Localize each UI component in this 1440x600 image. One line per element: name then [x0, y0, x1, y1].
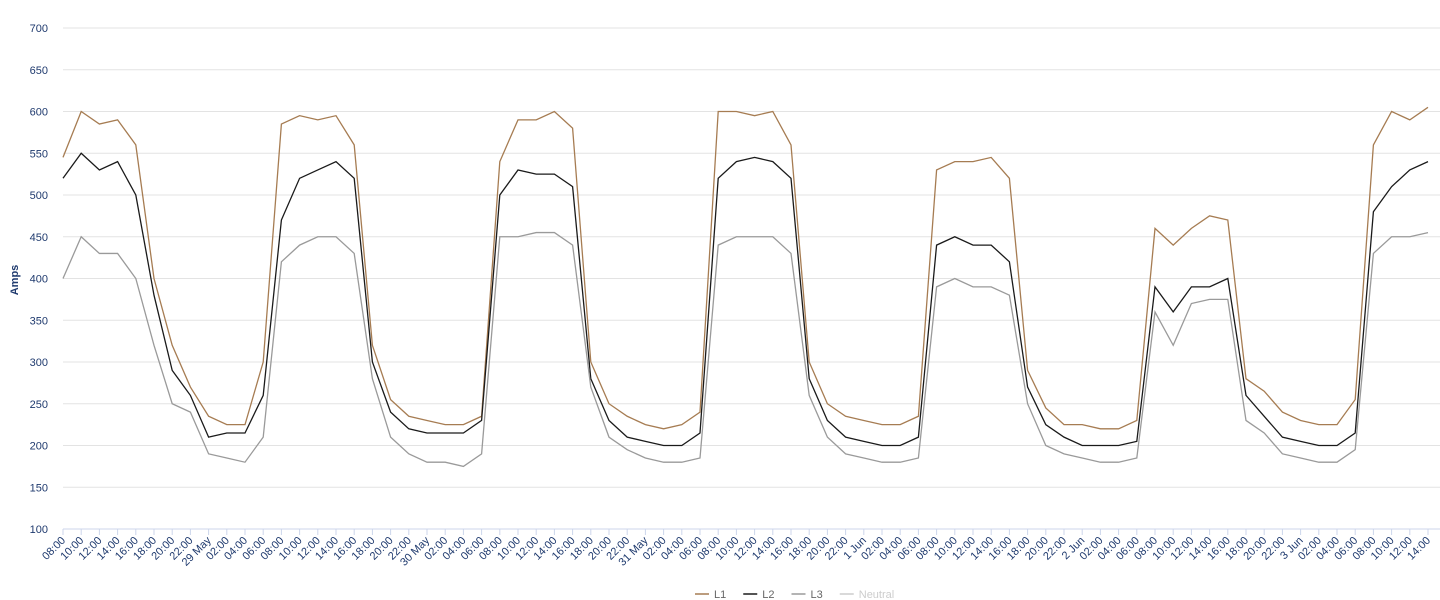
- series-line: [62, 152, 1429, 447]
- y-tick-label: 300: [30, 357, 48, 369]
- y-tick-label: 350: [30, 315, 48, 327]
- y-tick-label: 150: [30, 482, 48, 494]
- y-tick-label: 500: [30, 190, 48, 202]
- legend-label[interactable]: L2: [762, 589, 774, 600]
- y-tick-label: 100: [30, 524, 48, 536]
- legend-label[interactable]: L1: [714, 589, 726, 600]
- y-tick-label: 600: [30, 107, 48, 119]
- series-line: [62, 231, 1429, 468]
- y-tick-label: 450: [30, 232, 48, 244]
- y-tick-label: 700: [30, 23, 48, 35]
- legend-label[interactable]: Neutral: [859, 589, 894, 600]
- y-tick-label: 650: [30, 65, 48, 77]
- y-axis-title: Amps: [9, 265, 21, 296]
- legend-label[interactable]: L3: [811, 589, 823, 600]
- y-tick-label: 550: [30, 148, 48, 160]
- y-tick-label: 250: [30, 399, 48, 411]
- y-tick-label: 400: [30, 274, 48, 286]
- y-tick-label: 200: [30, 441, 48, 453]
- series-line: [62, 106, 1429, 430]
